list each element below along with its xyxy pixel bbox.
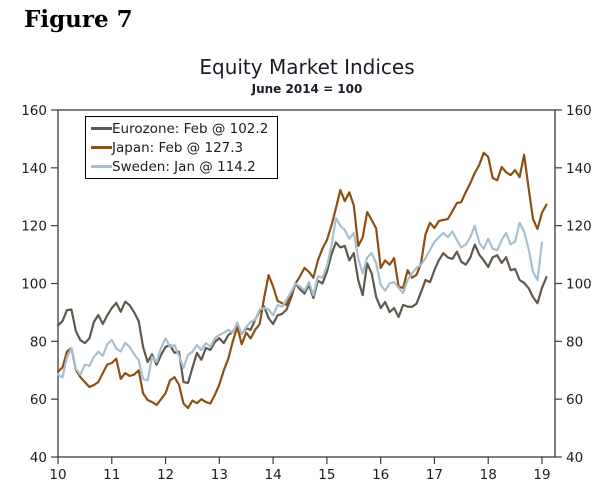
- svg-text:17: 17: [426, 467, 443, 483]
- svg-text:100: 100: [21, 277, 47, 293]
- svg-text:12: 12: [157, 467, 174, 483]
- sweden-line-swatch: [91, 165, 112, 168]
- svg-text:18: 18: [480, 467, 497, 483]
- svg-text:14: 14: [265, 467, 282, 483]
- legend-label-japan: Japan: Feb @ 127.3: [112, 139, 244, 156]
- svg-text:16: 16: [372, 467, 389, 483]
- svg-text:40: 40: [566, 450, 583, 466]
- japan-line: [56, 151, 548, 410]
- japan-line-swatch: [91, 146, 112, 149]
- svg-text:80: 80: [566, 334, 583, 350]
- sweden-line: [56, 217, 544, 382]
- svg-text:60: 60: [566, 392, 583, 408]
- legend-label-eurozone: Eurozone: Feb @ 102.2: [112, 120, 269, 137]
- svg-text:140: 140: [21, 161, 47, 177]
- legend-item-eurozone: Eurozone: Feb @ 102.2: [91, 119, 268, 138]
- svg-text:60: 60: [30, 392, 47, 408]
- chart-subtitle: June 2014 = 100: [251, 82, 363, 96]
- svg-text:140: 140: [566, 161, 592, 177]
- svg-text:120: 120: [21, 219, 47, 235]
- svg-text:40: 40: [30, 450, 47, 466]
- legend-label-sweden: Sweden: Jan @ 114.2: [112, 158, 256, 175]
- eurozone-line-swatch: [91, 127, 112, 130]
- svg-text:100: 100: [566, 277, 592, 293]
- legend-item-sweden: Sweden: Jan @ 114.2: [91, 157, 268, 176]
- eurozone-line: [56, 241, 548, 385]
- svg-text:11: 11: [103, 467, 120, 483]
- legend: Eurozone: Feb @ 102.2 Japan: Feb @ 127.3…: [85, 116, 279, 179]
- svg-text:160: 160: [566, 103, 592, 119]
- svg-text:120: 120: [566, 219, 592, 235]
- svg-text:160: 160: [21, 103, 47, 119]
- svg-text:10: 10: [49, 467, 66, 483]
- svg-text:13: 13: [211, 467, 228, 483]
- svg-text:15: 15: [318, 467, 335, 483]
- legend-item-japan: Japan: Feb @ 127.3: [91, 138, 268, 157]
- svg-text:80: 80: [30, 334, 47, 350]
- svg-text:19: 19: [533, 467, 550, 483]
- figure-label: Figure 7: [24, 6, 133, 33]
- chart-title: Equity Market Indices: [199, 55, 415, 79]
